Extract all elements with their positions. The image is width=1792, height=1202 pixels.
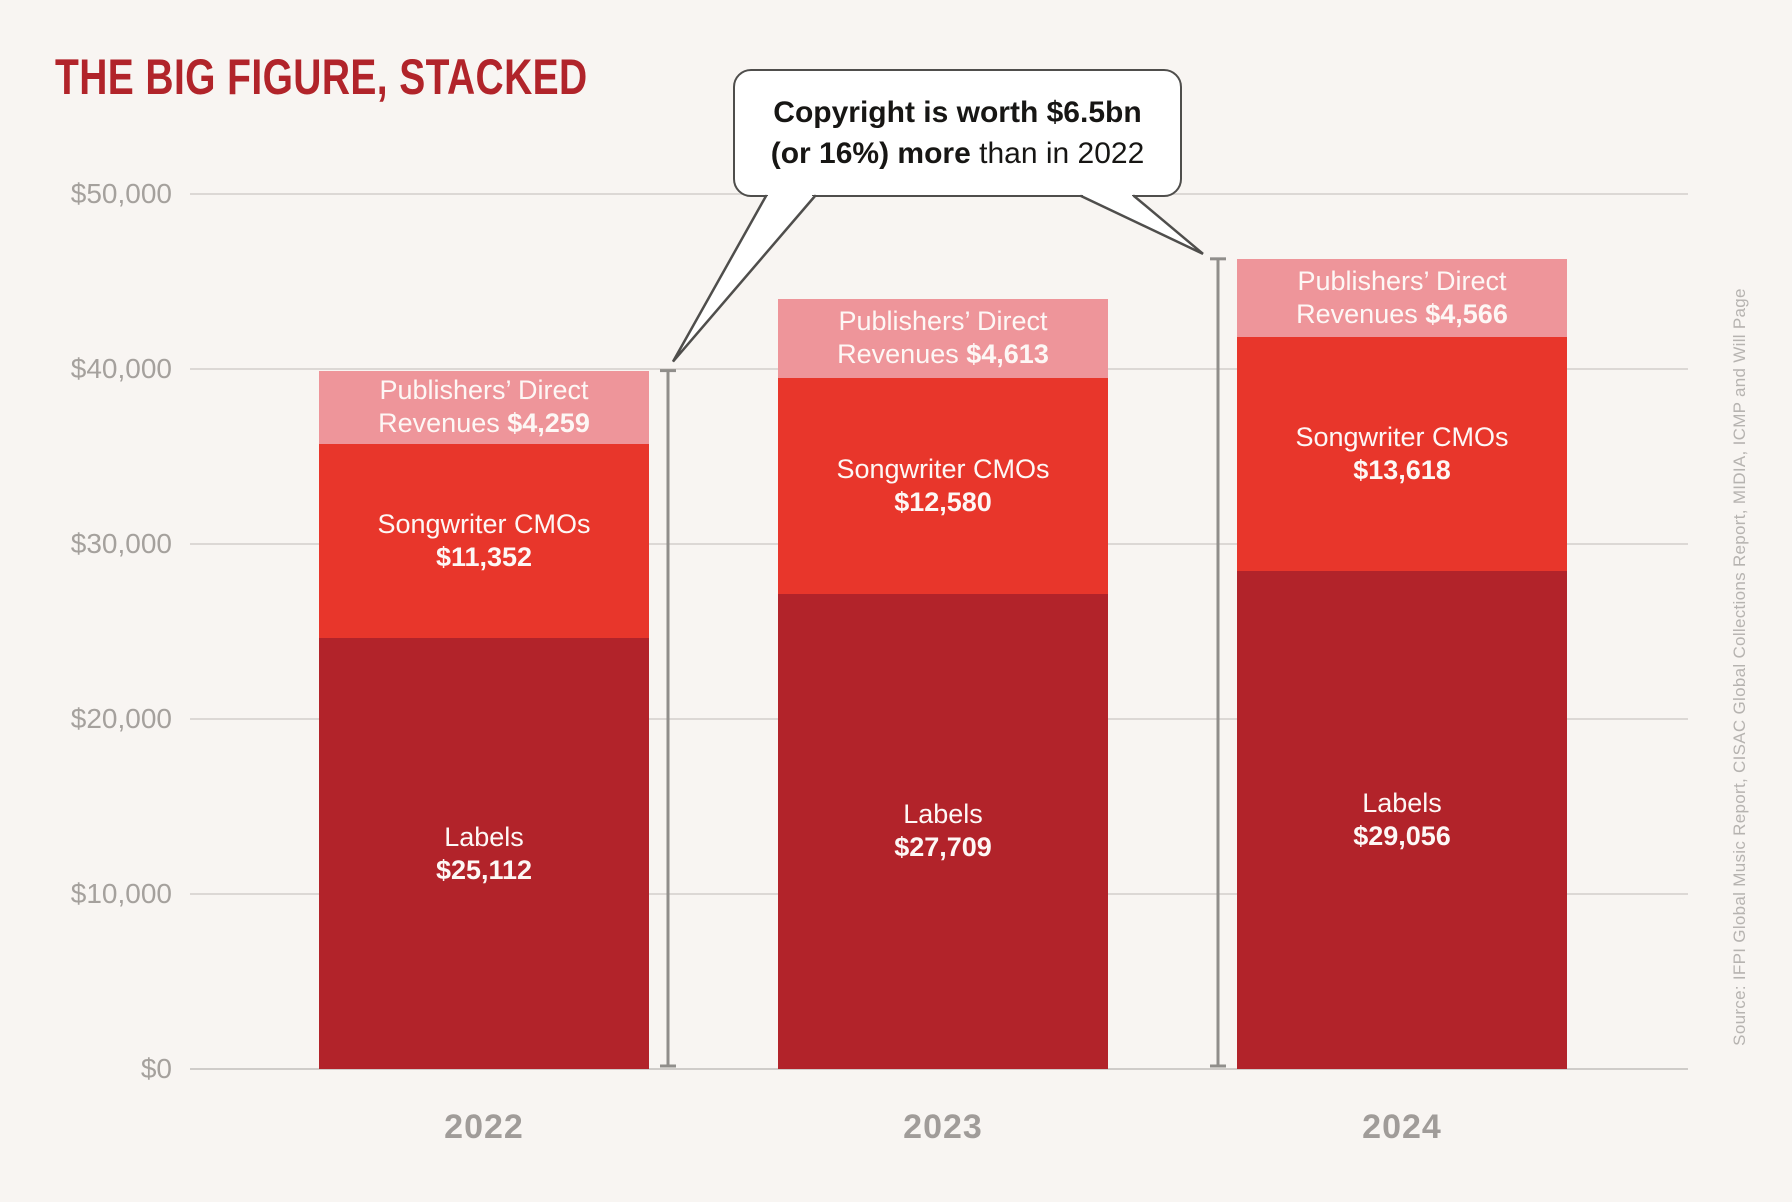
segment-value-line: $12,580 xyxy=(894,486,992,519)
callout-line1: Copyright is worth $6.5bn xyxy=(773,96,1142,129)
y-axis-tick-label: $50,000 xyxy=(70,178,172,209)
segment-value-line: Revenues $4,566 xyxy=(1296,298,1508,329)
segment-label-block: Labels $29,056 xyxy=(1237,571,1567,1069)
segment-label-block: Songwriter CMOs $11,352 xyxy=(319,444,649,639)
x-axis-year-label: 2024 xyxy=(1362,1108,1442,1146)
segment-label: Labels xyxy=(444,821,524,852)
segment-value: $12,580 xyxy=(894,486,992,517)
bar-segment-songwriter-cmos-2022: Songwriter CMOs $11,352 xyxy=(319,443,649,639)
segment-label-block: Publishers’ Direct Revenues $4,613 xyxy=(778,299,1108,378)
y-axis-tick-label: $0 xyxy=(140,1053,172,1084)
bar-segment-labels-2024: Labels $29,056 xyxy=(1237,570,1567,1069)
segment-label: Songwriter CMOs xyxy=(836,453,1050,484)
segment-value-line: Revenues $4,259 xyxy=(378,408,590,439)
segment-label: Publishers’ Direct xyxy=(379,375,589,406)
segment-label: Labels xyxy=(903,799,983,830)
bar-segment-labels-2023: Labels $27,709 xyxy=(778,593,1108,1069)
segment-value-line: $27,709 xyxy=(894,831,992,864)
bar-segment-publishers-direct-revenues-2024: Publishers’ Direct Revenues $4,566 xyxy=(1237,258,1567,338)
chart-title: THE BIG FIGURE, STACKED xyxy=(55,49,588,105)
y-axis-tick-label: $20,000 xyxy=(70,703,172,734)
segment-label-block: Songwriter CMOs $13,618 xyxy=(1237,337,1567,571)
segment-label: Publishers’ Direct xyxy=(1297,265,1507,296)
y-axis-tick-label: $30,000 xyxy=(70,528,172,559)
x-axis-year-label: 2023 xyxy=(903,1108,983,1146)
segment-label: Songwriter CMOs xyxy=(1295,421,1509,452)
segment-label-block: Songwriter CMOs $12,580 xyxy=(778,378,1108,594)
x-axis-year-label: 2022 xyxy=(444,1108,524,1146)
segment-value: $4,259 xyxy=(507,408,590,439)
y-axis-tick-label: $40,000 xyxy=(70,353,172,384)
segment-value-line: $25,112 xyxy=(436,854,532,887)
segment-label: Songwriter CMOs xyxy=(377,508,591,539)
segment-value: $4,613 xyxy=(966,339,1049,370)
segment-value: $13,618 xyxy=(1353,454,1451,485)
bar-segment-labels-2022: Labels $25,112 xyxy=(319,638,649,1069)
segment-value: $4,566 xyxy=(1425,298,1508,329)
segment-value: $25,112 xyxy=(435,854,533,885)
segment-label: Labels xyxy=(1362,787,1442,818)
bar-segment-songwriter-cmos-2024: Songwriter CMOs $13,618 xyxy=(1237,337,1567,571)
source-credit: Source: IFPI Global Music Report, CISAC … xyxy=(1730,288,1749,1046)
segment-value-line: Revenues $4,613 xyxy=(837,339,1049,370)
segment-label-block: Publishers’ Direct Revenues $4,566 xyxy=(1237,259,1567,337)
callout-bubble: Copyright is worth $6.5bn (or 16%) more … xyxy=(733,69,1182,197)
comparison-bracket-2024 xyxy=(1210,257,1226,1068)
segment-label-block: Labels $27,709 xyxy=(778,594,1108,1069)
y-axis-tick-label: $10,000 xyxy=(70,878,172,909)
segment-value: $11,352 xyxy=(435,541,533,572)
bar-segment-publishers-direct-revenues-2022: Publishers’ Direct Revenues $4,259 xyxy=(319,370,649,444)
segment-value-line: $29,056 xyxy=(1353,820,1451,853)
callout-text: Copyright is worth $6.5bn (or 16%) more … xyxy=(771,92,1145,174)
zero-axis-line xyxy=(190,1068,1688,1070)
segment-label-block: Publishers’ Direct Revenues $4,259 xyxy=(319,371,649,444)
segment-label-block: Labels $25,112 xyxy=(319,638,649,1069)
segment-label: Publishers’ Direct xyxy=(838,306,1048,337)
segment-value-line: $11,352 xyxy=(436,541,532,574)
callout-line2-bold: (or 16%) more xyxy=(770,137,971,170)
callout-line2-rest: than in 2022 xyxy=(970,137,1145,170)
segment-value: $27,709 xyxy=(894,832,992,863)
bar-segment-publishers-direct-revenues-2023: Publishers’ Direct Revenues $4,613 xyxy=(778,298,1108,379)
bar-segment-songwriter-cmos-2023: Songwriter CMOs $12,580 xyxy=(778,378,1108,594)
segment-value: $29,056 xyxy=(1353,820,1451,851)
callout-tail-right xyxy=(1079,194,1204,255)
segment-value-line: $13,618 xyxy=(1353,454,1451,487)
